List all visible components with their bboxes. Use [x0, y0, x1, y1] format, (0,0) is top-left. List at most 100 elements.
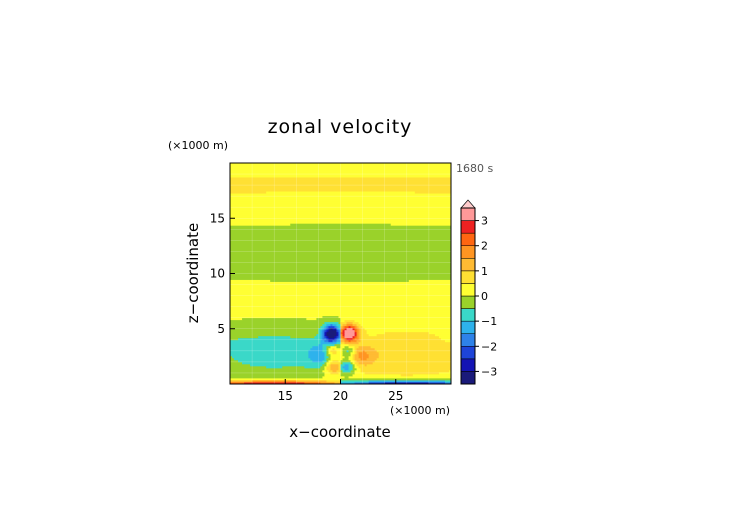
field-cell [338, 315, 451, 319]
field-cell [320, 339, 325, 343]
field-cell [354, 365, 359, 369]
field-cell [230, 263, 451, 266]
field-cell [230, 247, 451, 250]
field-cell [322, 335, 325, 339]
field-cell [330, 367, 339, 371]
field-cell [358, 333, 361, 337]
field-cell [326, 351, 329, 355]
field-cell [352, 335, 355, 339]
field-cell [320, 329, 323, 333]
field-cell [354, 331, 357, 335]
field-cell [330, 323, 333, 327]
field-cell [352, 363, 355, 367]
field-cell [290, 223, 392, 226]
field-cell [340, 367, 345, 371]
field-cell [344, 333, 355, 337]
field-cell [412, 373, 451, 377]
field-cell [356, 333, 359, 337]
field-cell [230, 199, 451, 202]
field-cell [336, 369, 341, 373]
field-cell [324, 357, 327, 361]
field-cell [356, 327, 359, 331]
field-cell [330, 365, 339, 369]
field-cell [328, 339, 333, 343]
colorbar-arrow [460, 199, 476, 209]
field-cell [326, 359, 329, 363]
field-cell [354, 349, 357, 353]
field-cell [230, 205, 451, 208]
colorbar-swatch [460, 283, 476, 297]
field-cell [390, 223, 451, 226]
field-cell [360, 329, 368, 333]
field-cell [348, 365, 353, 369]
field-cell [230, 215, 451, 218]
colorbar-tick-label: 1 [481, 265, 488, 278]
field-cell [252, 379, 297, 383]
field-cell [322, 333, 325, 337]
field-cell [342, 325, 345, 329]
field-cell [328, 347, 333, 351]
field-cell [326, 327, 329, 331]
field-cell [324, 367, 327, 371]
plot-gridlines [230, 163, 451, 384]
field-cell [368, 381, 386, 384]
field-cell [362, 325, 451, 329]
colorbar-swatch [460, 358, 476, 372]
field-cell [322, 363, 327, 367]
field-cell [340, 373, 353, 377]
field-cell [340, 319, 345, 323]
field-cell [366, 363, 451, 367]
field-cell [230, 255, 451, 258]
colorbar-swatch [460, 270, 476, 284]
field-cell [352, 349, 355, 353]
field-cell [230, 361, 243, 365]
field-cell [230, 349, 309, 353]
field-cell [444, 379, 451, 383]
field-cell [322, 347, 327, 351]
field-cell [352, 347, 355, 351]
field-cell [230, 321, 325, 325]
field-cell [234, 357, 311, 361]
field-cell [340, 333, 343, 337]
colorbar-swatch [460, 333, 476, 347]
field-cell [320, 335, 323, 339]
field-cell [354, 333, 357, 337]
field-cell [308, 355, 325, 359]
field-cell [352, 337, 355, 341]
field-cell [230, 299, 451, 303]
field-cell [326, 367, 331, 371]
colorbar-swatch [460, 232, 476, 246]
field-cell [324, 331, 327, 335]
field-cell [352, 365, 355, 369]
field-cell [358, 325, 363, 329]
field-cell [322, 337, 327, 341]
field-cell [342, 347, 353, 351]
field-cell [230, 259, 451, 262]
field-cell [324, 333, 327, 337]
field-cell [354, 353, 359, 357]
field-cell [230, 275, 451, 278]
field-cell [340, 363, 345, 367]
colorbar: 3 2 1 0 −1 −2 −3 [460, 199, 497, 385]
field-cell [318, 343, 323, 347]
field-cell [332, 359, 339, 363]
field-cell [242, 361, 325, 365]
field-cell [334, 337, 337, 341]
field-cell [428, 381, 446, 384]
field-cell [342, 369, 351, 373]
field-cell [326, 357, 331, 361]
field-cell [230, 209, 451, 212]
field-cell [258, 335, 291, 339]
colorbar-tick-label: −1 [481, 315, 497, 328]
field-cell [350, 361, 353, 365]
field-cell [400, 373, 414, 377]
field-cell [356, 367, 361, 371]
field-cell [342, 361, 351, 365]
field-cell [230, 265, 451, 268]
field-cell [322, 349, 327, 353]
field-cell [324, 351, 327, 355]
field-cell [368, 353, 380, 357]
field-cell [352, 361, 355, 365]
field-cell [230, 285, 451, 288]
field-cell [230, 257, 451, 260]
